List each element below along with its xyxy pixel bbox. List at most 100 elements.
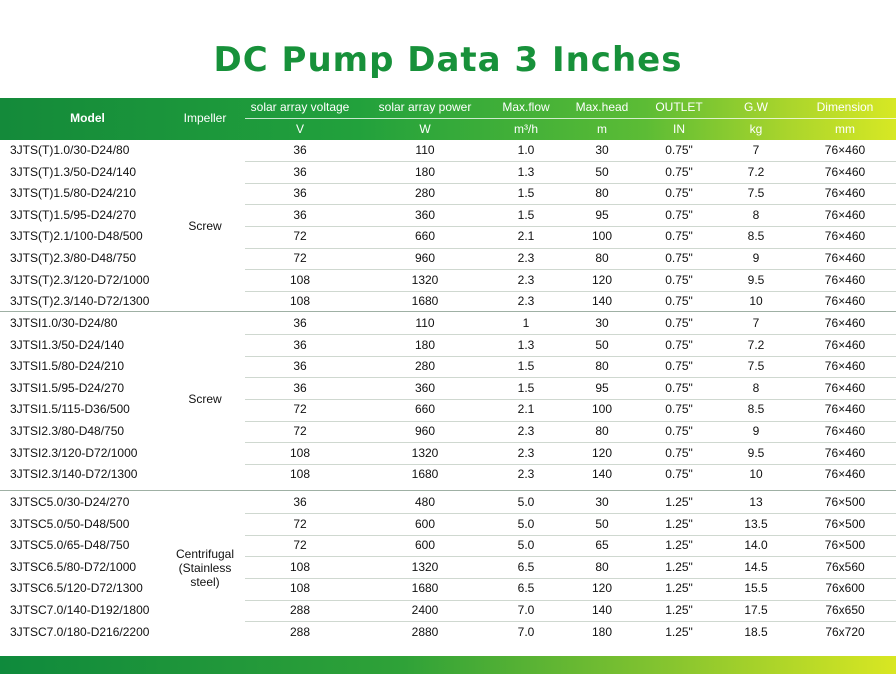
model-cell: 3JTSI1.5/115-D36/500 [10, 402, 130, 417]
model-cell: 3JTS(T)1.0/30-D24/80 [10, 143, 130, 157]
value-cell: 1.3 [517, 164, 535, 179]
value-cell: 0.75" [665, 272, 693, 287]
value-cell: 7.0 [517, 624, 535, 639]
value-cell: 72 [293, 516, 307, 531]
model-cell: 3JTS(T)1.5/95-D24/270 [10, 207, 137, 222]
header-divider [245, 118, 896, 119]
value-cell: 1320 [411, 559, 439, 574]
value-cell: 2.3 [517, 445, 535, 460]
model-cell: 3JTSI2.3/120-D72/1000 [10, 445, 138, 460]
value-cell: 600 [414, 538, 436, 553]
table-row: 3JTS(T)2.1/100-D48/500 72 660 2.1 100 0.75" 8.… [0, 226, 896, 247]
value-cell: 76×460 [824, 445, 866, 460]
value-cell: 76×460 [824, 294, 866, 309]
value-cell: 1320 [411, 272, 439, 287]
value-cell: 8 [752, 380, 760, 395]
value-cell: 7.5 [747, 359, 765, 374]
value-cell: 80 [595, 186, 609, 201]
value-cell: 72 [293, 402, 307, 417]
row-divider [245, 463, 896, 465]
model-cell: 3JTS(T)2.1/100-D48/500 [10, 229, 143, 244]
row-divider [245, 442, 896, 444]
group-divider [0, 311, 896, 312]
model-cell: 3JTSI2.3/80-D48/750 [10, 424, 125, 438]
value-cell: 76×460 [824, 207, 866, 222]
value-cell: 140 [591, 294, 613, 309]
table-row: 3JTSI2.3/120-D72/1000 108 1320 2.3 120 0.75" 9… [0, 443, 896, 464]
value-cell: 36 [293, 359, 307, 374]
table-row: 3JTSI1.3/50-D24/140 36 180 1.3 50 0.75" 7.2 76×… [0, 335, 896, 356]
value-cell: 7.2 [747, 164, 765, 179]
value-cell: 76×460 [824, 229, 866, 244]
value-cell: 2.3 [517, 467, 535, 482]
row-divider [245, 398, 896, 400]
header-model: Model [70, 111, 105, 125]
group-divider [0, 490, 896, 491]
header-col-unit: m³/h [514, 122, 538, 136]
value-cell: 76×460 [824, 402, 866, 417]
value-cell: 76x650 [825, 603, 865, 617]
model-cell: 3JTSI1.3/50-D24/140 [10, 337, 125, 352]
value-cell: 140 [591, 603, 613, 617]
row-divider [245, 161, 896, 163]
table-row: 3JTSC5.0/65-D48/750 72 600 5.0 65 1.25" 14.0 76… [0, 535, 896, 556]
value-cell: 2880 [411, 624, 439, 639]
value-cell: 108 [289, 445, 311, 460]
value-cell: 2400 [411, 603, 439, 617]
value-cell: 0.75" [665, 164, 693, 179]
value-cell: 120 [591, 445, 613, 460]
row-divider [245, 513, 896, 515]
model-cell: 3JTS(T)1.3/50-D24/140 [10, 164, 137, 179]
value-cell: 1680 [411, 294, 439, 309]
value-cell: 0.75" [665, 251, 693, 265]
value-cell: 9 [752, 424, 760, 438]
value-cell: 2.3 [517, 272, 535, 287]
header-col-label: Max.flow [502, 100, 550, 114]
row-divider [245, 556, 896, 558]
value-cell: 36 [293, 337, 307, 352]
impeller-type: Screw [188, 392, 222, 407]
value-cell: 50 [595, 337, 609, 352]
row-divider [245, 577, 896, 579]
header-col-label: Max.head [575, 100, 629, 114]
value-cell: 76×460 [824, 337, 866, 352]
table-row: 3JTS(T)1.0/30-D24/80 36 110 1.0 30 0.75" 7 76×4… [0, 140, 896, 161]
value-cell: 660 [414, 402, 436, 417]
value-cell: 8.5 [747, 229, 765, 244]
value-cell: 50 [595, 164, 609, 179]
value-cell: 7 [752, 316, 760, 330]
value-cell: 280 [414, 359, 436, 374]
value-cell: 76×460 [824, 467, 866, 482]
header-col-label: OUTLET [655, 100, 703, 114]
row-divider [245, 225, 896, 227]
header-col-unit: V [295, 122, 304, 136]
value-cell: 1.25" [665, 581, 693, 596]
value-cell: 288 [289, 624, 311, 639]
value-cell: 50 [595, 516, 609, 531]
table-row: 3JTS(T)2.3/120-D72/1000 108 1320 2.3 120 0.75… [0, 270, 896, 291]
value-cell: 36 [293, 207, 307, 222]
value-cell: 1.5 [517, 380, 535, 395]
value-cell: 36 [293, 164, 307, 179]
table-row: 3JTS(T)1.5/95-D24/270 36 360 1.5 95 0.75" 8 76×… [0, 205, 896, 226]
header-col-unit: IN [673, 122, 685, 136]
value-cell: 0.75" [665, 207, 693, 222]
row-divider [245, 621, 896, 623]
header-col-label: Dimension [816, 100, 874, 114]
model-cell: 3JTS(T)2.3/80-D48/750 [10, 251, 137, 265]
header-col-label: solar array power [378, 100, 472, 114]
value-cell: 108 [289, 559, 311, 574]
value-cell: 76×460 [824, 359, 866, 374]
value-cell: 95 [595, 380, 609, 395]
model-cell: 3JTSI1.0/30-D24/80 [10, 316, 118, 330]
header-col-label: G.W [744, 100, 768, 114]
value-cell: 0.75" [665, 316, 693, 330]
value-cell: 80 [595, 359, 609, 374]
value-cell: 76×460 [824, 316, 866, 330]
value-cell: 7.2 [747, 337, 765, 352]
value-cell: 600 [414, 516, 436, 531]
page-title: DC Pump Data 3 Inches [213, 40, 683, 80]
value-cell: 5.0 [517, 538, 535, 553]
value-cell: 100 [591, 402, 613, 417]
